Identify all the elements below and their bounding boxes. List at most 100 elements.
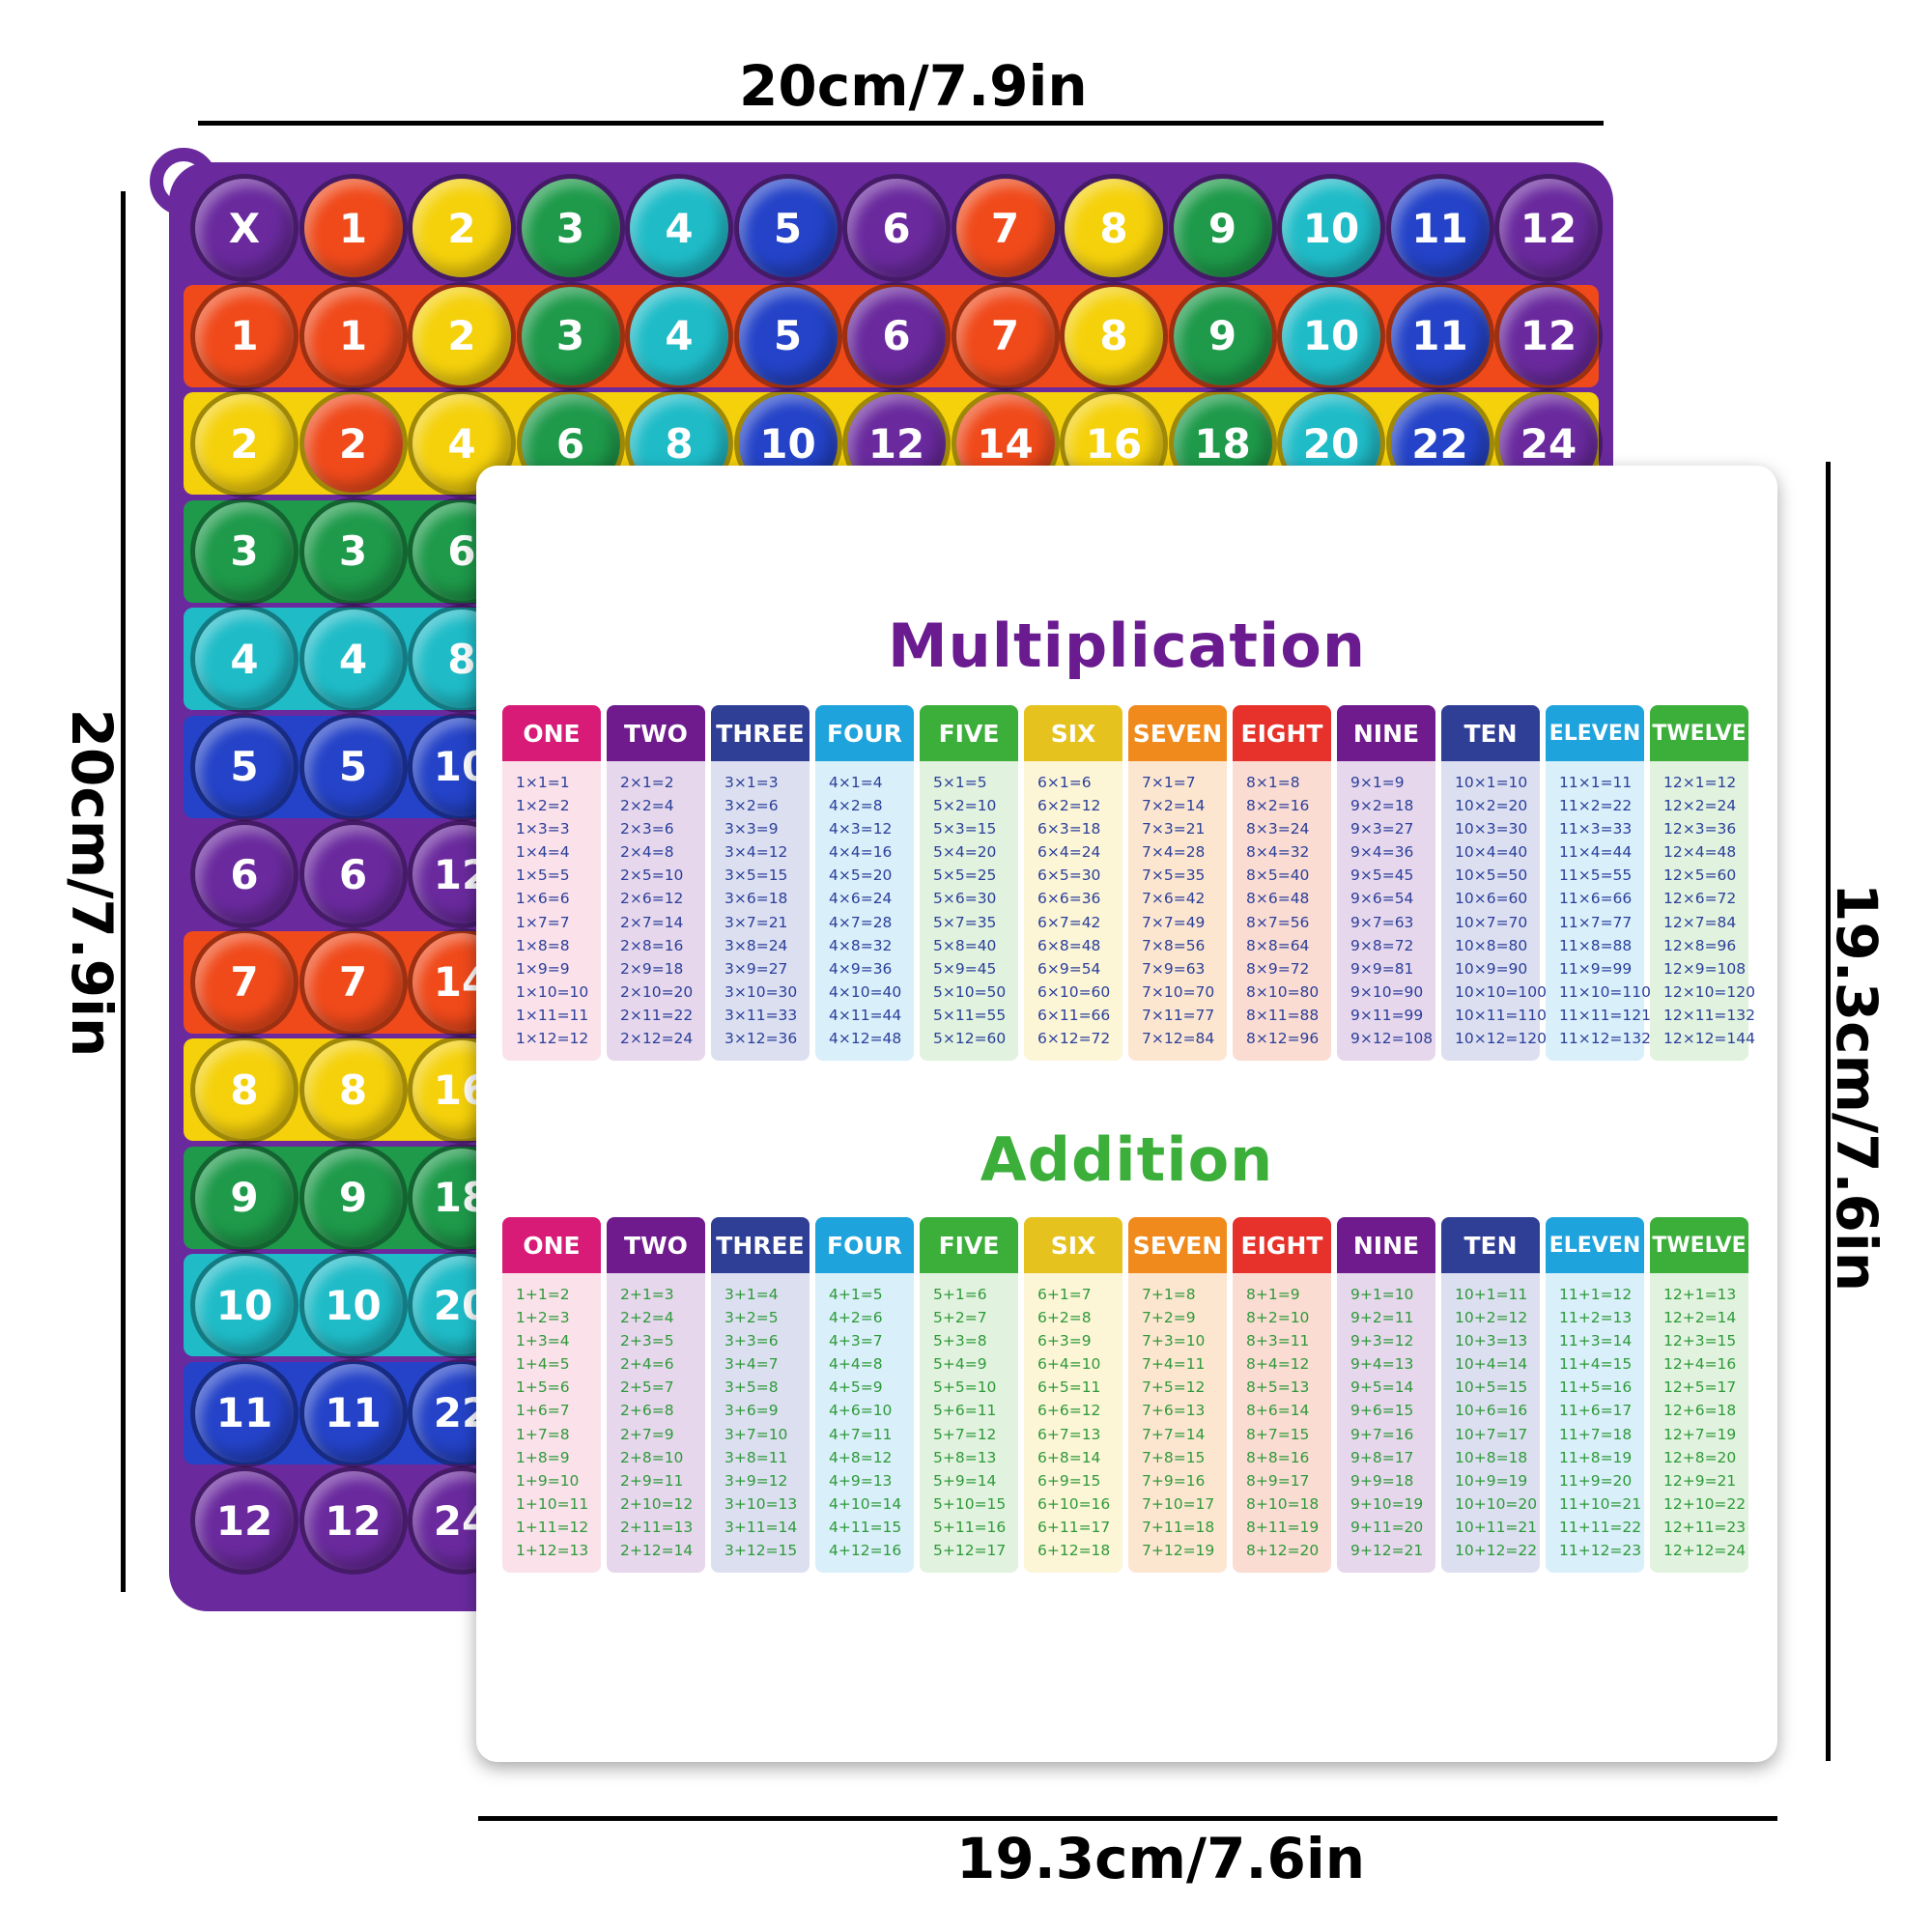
pop-bubble[interactable]: 12 (195, 1471, 294, 1570)
addition-column-body: 6+1=7 6+2=8 6+3=9 6+4=10 6+5=11 6+6=12 6+7=13 6… (1024, 1273, 1122, 1573)
pop-bubble[interactable]: 1 (195, 286, 294, 385)
multiplication-column-header: ONE (502, 705, 601, 761)
multiplication-equation: 11×5=55 (1559, 867, 1633, 885)
multiplication-equation: 3×3=9 (724, 820, 779, 838)
pop-bubble[interactable]: 2 (195, 394, 294, 493)
multiplication-equation: 2×6=12 (620, 890, 684, 908)
pop-bubble[interactable]: 8 (195, 1040, 294, 1139)
multiplication-equation: 1×10=10 (516, 982, 589, 1001)
pop-bubble[interactable]: 4 (195, 610, 294, 708)
pop-bubble[interactable]: 2 (412, 286, 511, 385)
pop-bubble[interactable]: 3 (521, 286, 620, 385)
multiplication-equation: 6×11=66 (1037, 1006, 1111, 1024)
multiplication-column-body: 3×1=3 3×2=6 3×3=9 3×4=12 3×5=15 3×6=18 3×7=21 3… (711, 761, 810, 1061)
pop-bubble[interactable]: 6 (303, 825, 403, 923)
pop-bubble[interactable]: X (195, 179, 294, 277)
addition-column-body: 7+1=8 7+2=9 7+3=10 7+4=11 7+5=12 7+6=13 7+7=14… (1128, 1273, 1227, 1573)
pop-bubble[interactable]: 5 (738, 286, 838, 385)
pop-bubble[interactable]: 9 (1173, 286, 1272, 385)
pop-bubble[interactable]: 3 (521, 179, 620, 277)
pop-bubble[interactable]: 7 (195, 932, 294, 1032)
pop-bubble[interactable]: 9 (195, 1148, 294, 1247)
multiplication-equation: 2×10=20 (620, 982, 694, 1001)
multiplication-equation: 11×7=77 (1559, 913, 1633, 931)
multiplication-column: SIX 6×1=6 6×2=12 6×3=18 6×4=24 6×5=30 6×6=36 6×… (1024, 705, 1122, 1061)
pop-bubble[interactable]: 6 (847, 179, 946, 277)
pop-bubble[interactable]: 12 (1499, 179, 1598, 277)
multiplication-equation: 8×2=16 (1246, 797, 1310, 815)
pop-bubble[interactable]: 6 (195, 825, 294, 923)
multiplication-equation: 9×10=90 (1350, 982, 1424, 1001)
pop-bubble[interactable]: 11 (1390, 286, 1490, 385)
pop-bubble[interactable]: 9 (303, 1148, 403, 1247)
multiplication-equation: 10×1=10 (1455, 774, 1528, 791)
card-width-line (478, 1816, 1777, 1821)
addition-equation: 6+4=10 (1037, 1355, 1101, 1374)
addition-column: FIVE 5+1=6 5+2=7 5+3=8 5+4=9 5+5=10 5+6=11 5+7=… (920, 1217, 1018, 1573)
pop-bubble[interactable]: 5 (195, 717, 294, 816)
pop-bubble[interactable]: 1 (303, 286, 403, 385)
addition-equation: 8+12=20 (1246, 1542, 1320, 1560)
addition-equation: 3+3=6 (724, 1332, 779, 1350)
pop-bubble[interactable]: 8 (1065, 179, 1163, 277)
addition-equation: 9+2=11 (1350, 1309, 1414, 1327)
pop-bubble[interactable]: 11 (1390, 179, 1490, 277)
addition-equation: 4+3=7 (829, 1332, 883, 1350)
addition-column-header: SEVEN (1128, 1217, 1227, 1273)
pop-bubble[interactable]: 10 (195, 1256, 294, 1354)
pop-bubble[interactable]: 4 (303, 610, 403, 708)
pop-bubble[interactable]: 12 (303, 1471, 403, 1570)
multiplication-equation: 12×1=12 (1663, 774, 1737, 791)
multiplication-equation: 9×3=27 (1350, 820, 1414, 838)
addition-column-header: NINE (1337, 1217, 1435, 1273)
pop-bubble[interactable]: 10 (1282, 179, 1380, 277)
pop-bubble[interactable]: 5 (738, 179, 838, 277)
pop-bubble[interactable]: 11 (195, 1363, 294, 1463)
addition-equation: 3+11=14 (724, 1518, 798, 1536)
addition-column-header: SIX (1024, 1217, 1122, 1273)
addition-equation: 8+1=9 (1246, 1286, 1300, 1303)
addition-equation: 3+6=9 (724, 1402, 779, 1420)
multiplication-equation: 3×4=12 (724, 843, 788, 862)
pop-bubble[interactable]: 7 (955, 179, 1055, 277)
addition-equation: 4+1=5 (829, 1286, 883, 1303)
addition-column-header: EIGHT (1233, 1217, 1331, 1273)
multiplication-column-body: 10×1=10 10×2=20 10×3=30 10×4=40 10×5=50 10×6=… (1441, 761, 1547, 1061)
multiplication-equation: 12×5=60 (1663, 867, 1737, 885)
pop-bubble[interactable]: 4 (630, 179, 728, 277)
multiplication-equation: 9×7=63 (1350, 913, 1414, 931)
pop-bubble[interactable]: 2 (412, 179, 511, 277)
pop-bubble[interactable]: 12 (1499, 286, 1598, 385)
pop-bubble[interactable]: 10 (1282, 286, 1380, 385)
multiplication-column-body: 7×1=7 7×2=14 7×3=21 7×4=28 7×5=35 7×6=42 7×7=4… (1128, 761, 1227, 1061)
addition-equation: 5+11=16 (933, 1518, 1007, 1536)
addition-equation: 8+4=12 (1246, 1355, 1310, 1374)
pop-bubble[interactable]: 2 (303, 394, 403, 493)
addition-equation: 11+8=19 (1559, 1448, 1633, 1466)
card-width-label: 19.3cm/7.6in (956, 1826, 1366, 1891)
pop-bubble[interactable]: 4 (630, 286, 728, 385)
pop-bubble[interactable]: 1 (303, 179, 403, 277)
pop-bubble[interactable]: 6 (847, 286, 946, 385)
addition-equation: 10+2=12 (1455, 1309, 1528, 1327)
multiplication-equation: 2×4=8 (620, 843, 674, 862)
pop-bubble[interactable]: 7 (303, 932, 403, 1032)
addition-column-body: 3+1=4 3+2=5 3+3=6 3+4=7 3+5=8 3+6=9 3+7=10 3+8=… (711, 1273, 810, 1573)
pop-bubble[interactable]: 5 (303, 717, 403, 816)
multiplication-column: FOUR 4×1=4 4×2=8 4×3=12 4×4=16 4×5=20 4×6=24 4×… (815, 705, 914, 1061)
card-height-line (1826, 462, 1831, 1761)
multiplication-equation: 1×8=8 (516, 936, 570, 954)
addition-equation: 10+12=22 (1455, 1542, 1538, 1560)
pop-bubble[interactable]: 10 (303, 1256, 403, 1354)
pop-bubble[interactable]: 8 (1065, 286, 1163, 385)
pop-bubble[interactable]: 8 (303, 1040, 403, 1139)
pop-bubble[interactable]: 9 (1173, 179, 1272, 277)
addition-equation: 9+8=17 (1350, 1448, 1414, 1466)
pop-bubble[interactable]: 3 (195, 501, 294, 601)
pop-bubble[interactable]: 11 (303, 1363, 403, 1463)
multiplication-equation: 5×1=5 (933, 774, 987, 791)
pop-bubble[interactable]: 3 (303, 501, 403, 601)
pop-bubble[interactable]: 7 (955, 286, 1055, 385)
addition-equation: 9+4=13 (1350, 1355, 1414, 1374)
addition-equation: 10+6=16 (1455, 1402, 1528, 1420)
